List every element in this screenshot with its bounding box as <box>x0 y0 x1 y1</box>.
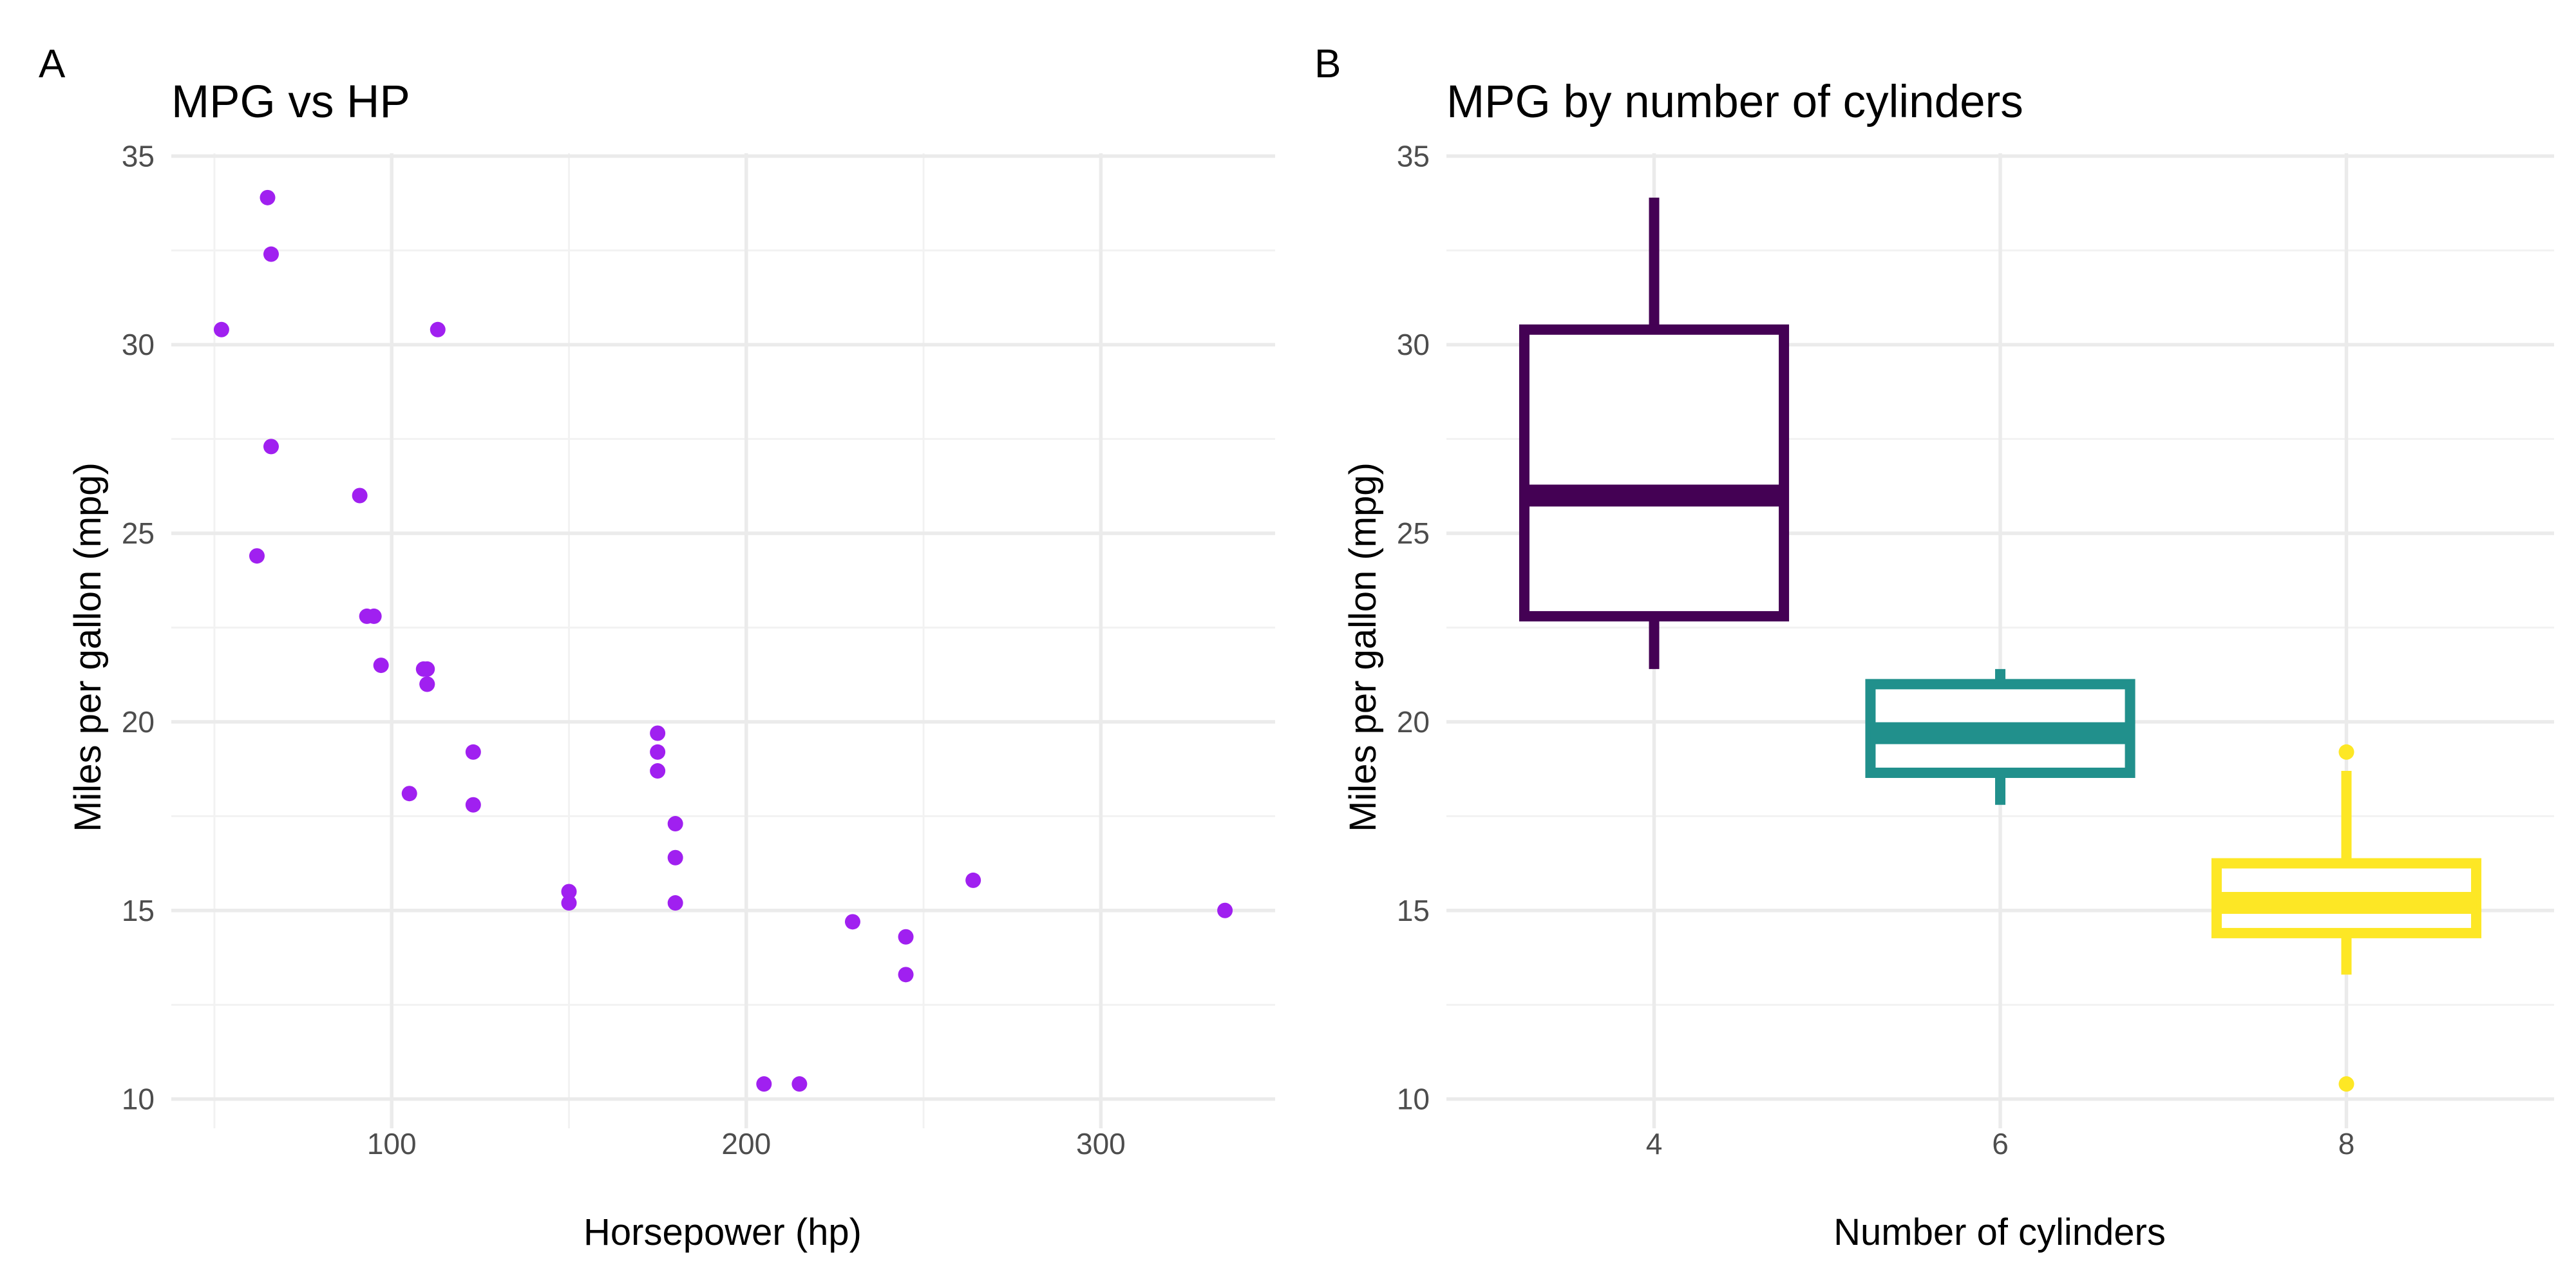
scatter-point <box>667 895 683 911</box>
scatter-point <box>561 895 577 911</box>
scatter-point <box>260 189 276 205</box>
panel-a-y-tick-label: 10 <box>122 1083 155 1116</box>
panel-b-y-tick-label: 30 <box>1397 328 1430 361</box>
panel-a-y-tick-label: 15 <box>122 894 155 927</box>
panel-a-x-tick-label: 100 <box>367 1127 417 1160</box>
panel-a-points <box>213 189 1233 1092</box>
scatter-point <box>263 246 279 262</box>
panel-b-tag: B <box>1314 42 1341 86</box>
panel-a-y-tick-label: 20 <box>122 705 155 739</box>
panel-b-y-tick-label: 20 <box>1397 705 1430 739</box>
panel-a-y-tick-label: 35 <box>122 139 155 173</box>
boxplot-outlier <box>2338 744 2354 760</box>
scatter-point <box>650 744 666 760</box>
scatter-point <box>1217 902 1233 918</box>
scatter-point <box>366 608 382 624</box>
panel-a-ticks: 100 200 300 10 15 20 25 30 35 <box>122 139 1126 1160</box>
panel-a-tag: A <box>39 42 66 86</box>
panel-a-title: MPG vs HP <box>171 77 410 128</box>
panel-b-x-tick-label: 4 <box>1646 1127 1663 1160</box>
boxplot-outlier <box>2338 1076 2354 1092</box>
scatter-point <box>401 786 417 802</box>
scatter-point <box>844 914 860 930</box>
scatter-point <box>213 321 229 337</box>
panel-b-boxes <box>1519 197 2482 1092</box>
scatter-point <box>650 763 666 779</box>
panel-b-ticks: 10 15 20 25 30 35 4 6 8 <box>1397 139 2354 1160</box>
panel-b: 10 15 20 25 30 35 4 6 8 B MPG by number of cylin… <box>1314 42 2554 1253</box>
panel-a-x-tick-label: 200 <box>721 1127 771 1160</box>
panel-a-y-tick-label: 25 <box>122 516 155 550</box>
scatter-point <box>650 725 666 741</box>
panel-b-x-axis-label: Number of cylinders <box>1833 1211 2166 1253</box>
scatter-point <box>791 1076 808 1092</box>
scatter-point <box>249 548 265 564</box>
scatter-point <box>561 884 577 900</box>
scatter-point <box>373 658 389 674</box>
panel-b-x-tick-label: 8 <box>2338 1127 2355 1160</box>
boxplot-8-cyl <box>2211 744 2482 1092</box>
panel-b-y-tick-label: 25 <box>1397 516 1430 550</box>
panel-a-x-axis-label: Horsepower (hp) <box>583 1211 862 1253</box>
scatter-point <box>965 872 981 888</box>
panel-b-x-tick-label: 6 <box>1992 1127 2009 1160</box>
scatter-point <box>419 676 435 692</box>
scatter-point <box>430 321 446 337</box>
panel-a-grid <box>171 153 1275 1128</box>
panel-b-title: MPG by number of cylinders <box>1446 77 2023 128</box>
scatter-point <box>263 439 279 455</box>
panel-b-y-tick-label: 10 <box>1397 1083 1430 1116</box>
scatter-point <box>465 797 481 813</box>
panel-b-y-axis-label: Miles per gallon (mpg) <box>1342 462 1384 832</box>
scatter-point <box>756 1076 772 1092</box>
scatter-point <box>898 967 914 983</box>
panel-a: 100 200 300 10 15 20 25 30 35 A MPG vs HP Horsep… <box>39 42 1275 1253</box>
panel-a-y-tick-label: 30 <box>122 328 155 361</box>
panel-a-y-axis-label: Miles per gallon (mpg) <box>67 462 109 832</box>
scatter-point <box>465 744 481 760</box>
panel-a-x-tick-label: 300 <box>1076 1127 1126 1160</box>
scatter-point <box>667 816 683 832</box>
panel-b-grid <box>1446 153 2554 1128</box>
scatter-point <box>898 929 914 945</box>
scatter-point <box>419 661 435 677</box>
scatter-point <box>667 849 683 866</box>
panel-b-y-tick-label: 15 <box>1397 894 1430 927</box>
boxplot-6-cyl <box>1865 668 2136 805</box>
panel-b-y-tick-label: 35 <box>1397 139 1430 173</box>
scatter-point <box>352 488 368 504</box>
boxplot-box <box>1519 324 1790 621</box>
boxplot-4-cyl <box>1519 197 1790 669</box>
